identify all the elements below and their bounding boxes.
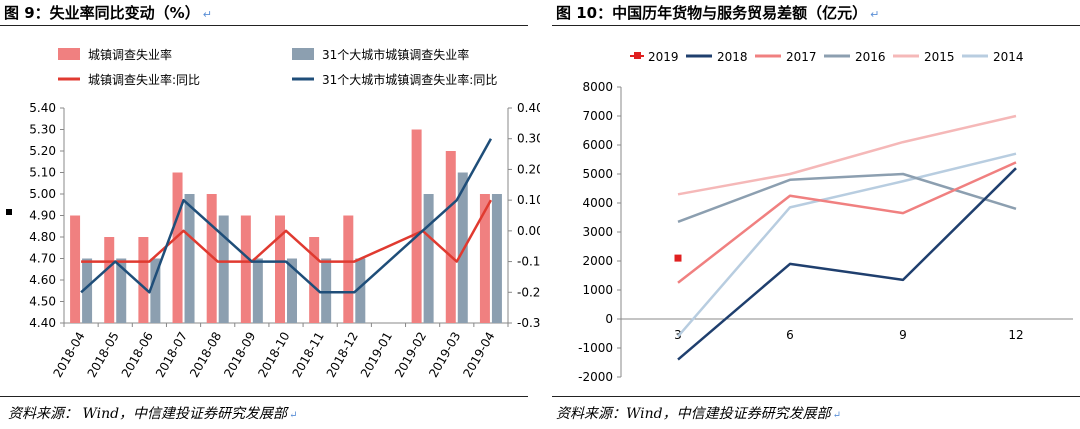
- bar-urban-unemployment: [70, 215, 81, 323]
- left-tick-label: 4.60: [29, 273, 56, 287]
- bar-urban-unemployment: [240, 215, 251, 323]
- bar-31-cities-unemployment: [150, 258, 161, 323]
- right-tick-label: 0.00: [517, 224, 540, 238]
- bar-31-cities-unemployment: [321, 258, 332, 323]
- bar-31-cities-unemployment: [423, 194, 434, 323]
- x-tick-label: 9: [899, 328, 907, 342]
- legend-swatch: [58, 48, 80, 60]
- bar-urban-unemployment: [104, 237, 115, 323]
- figure10-title: 图 10：中国历年货物与服务贸易差额（亿元） ↵: [556, 4, 880, 22]
- bar-urban-unemployment: [445, 151, 456, 323]
- return-mark-icon: ↵: [870, 8, 880, 21]
- y-tick-label: -1000: [578, 341, 613, 355]
- left-tick-label: 5.20: [29, 144, 56, 158]
- y-tick-label: -2000: [578, 370, 613, 384]
- bar-urban-unemployment: [309, 237, 320, 323]
- right-tick-label: -0.20: [517, 285, 540, 299]
- bar-31-cities-unemployment: [82, 258, 93, 323]
- figure9-title: 图 9：失业率同比变动（%） ↵: [4, 4, 212, 22]
- line-2017: [677, 161, 1017, 284]
- y-tick-label: 3000: [582, 225, 613, 239]
- figure9-source: 资料来源： Wind，中信建投证券研究发展部 ↵: [8, 406, 298, 422]
- bar-31-cities-unemployment: [184, 194, 195, 323]
- legend-swatch: [634, 52, 641, 59]
- bar-urban-unemployment: [479, 194, 490, 323]
- bar-31-cities-unemployment: [252, 258, 263, 323]
- y-tick-label: 7000: [582, 109, 613, 123]
- legend-label: 2017: [786, 50, 817, 64]
- legend-label: 31个大城市城镇调查失业率:同比: [322, 72, 497, 87]
- line-2016: [677, 172, 1017, 224]
- y-tick-label: 2000: [582, 254, 613, 268]
- y-tick-label: 0: [605, 312, 613, 326]
- bar-urban-unemployment: [411, 129, 422, 323]
- right-tick-label: -0.30: [517, 316, 540, 330]
- bar-31-cities-unemployment: [457, 172, 468, 323]
- legend-label: 2016: [855, 50, 886, 64]
- return-mark-icon: ↵: [289, 410, 298, 421]
- bar-31-cities-unemployment: [218, 215, 229, 323]
- legend-marker: [6, 209, 12, 215]
- left-tick-label: 5.10: [29, 166, 56, 180]
- left-tick-label: 5.00: [29, 187, 56, 201]
- bar-31-cities-unemployment: [116, 258, 127, 323]
- return-mark-icon: ↵: [832, 410, 841, 421]
- bar-urban-unemployment: [275, 215, 285, 323]
- left-tick-label: 4.90: [29, 209, 56, 223]
- left-tick-label: 4.50: [29, 295, 56, 309]
- left-tick-label: 4.80: [29, 230, 56, 244]
- legend-label: 2018: [717, 50, 748, 64]
- bar-urban-unemployment: [343, 215, 354, 323]
- line-2018: [677, 167, 1017, 361]
- figure9-top-rule: [0, 25, 528, 26]
- y-tick-label: 8000: [582, 80, 613, 94]
- right-tick-label: -0.10: [517, 255, 540, 269]
- figure10-source: 资料来源：Wind，中信建投证券研究发展部 ↵: [556, 406, 841, 422]
- legend-label: 城镇调查失业率: [88, 47, 172, 62]
- figure9-bottom-rule: [0, 396, 528, 397]
- x-tick-label: 6: [786, 328, 794, 342]
- figure10-top-rule: [552, 25, 1080, 26]
- trade-balance-chart: 2019 2018 2017 2016 2015 2014 -2000 -1000 0 1000 2…: [578, 50, 1073, 384]
- line-urban-yoy: [81, 199, 493, 263]
- legend-label: 2014: [993, 50, 1024, 64]
- bar-31-cities-unemployment: [355, 258, 366, 323]
- legend-label: 2015: [924, 50, 955, 64]
- legend-label: 城镇调查失业率:同比: [88, 72, 200, 87]
- x-tick-label: 12: [1008, 328, 1023, 342]
- figure10-bottom-rule: [552, 396, 1080, 397]
- bar-31-cities-unemployment: [491, 194, 502, 323]
- bar-31-cities-unemployment: [287, 258, 297, 323]
- point-2019: [674, 254, 682, 262]
- left-tick-label: 4.70: [29, 252, 56, 266]
- right-tick-label: 0.20: [517, 162, 540, 176]
- right-tick-label: 0.10: [517, 193, 540, 207]
- legend-label: 31个大城市城镇调查失业率: [322, 47, 469, 62]
- y-tick-label: 6000: [582, 138, 613, 152]
- y-tick-label: 5000: [582, 167, 613, 181]
- legend-label: 2019: [648, 50, 679, 64]
- left-tick-label: 5.30: [29, 123, 56, 137]
- left-tick-label: 4.40: [29, 316, 56, 330]
- legend-swatch: [292, 48, 314, 60]
- line-2015: [677, 114, 1017, 196]
- y-tick-label: 1000: [582, 283, 613, 297]
- right-tick-label: 0.30: [517, 132, 540, 146]
- bar-urban-unemployment: [138, 237, 149, 323]
- right-tick-label: 0.40: [517, 101, 540, 115]
- return-mark-icon: ↵: [202, 8, 212, 21]
- bar-urban-unemployment: [206, 194, 217, 323]
- left-tick-label: 5.40: [29, 101, 56, 115]
- line-2014: [677, 152, 1017, 338]
- bar-urban-unemployment: [172, 172, 183, 323]
- line-31-cities-yoy: [80, 138, 493, 294]
- y-tick-label: 4000: [582, 196, 613, 210]
